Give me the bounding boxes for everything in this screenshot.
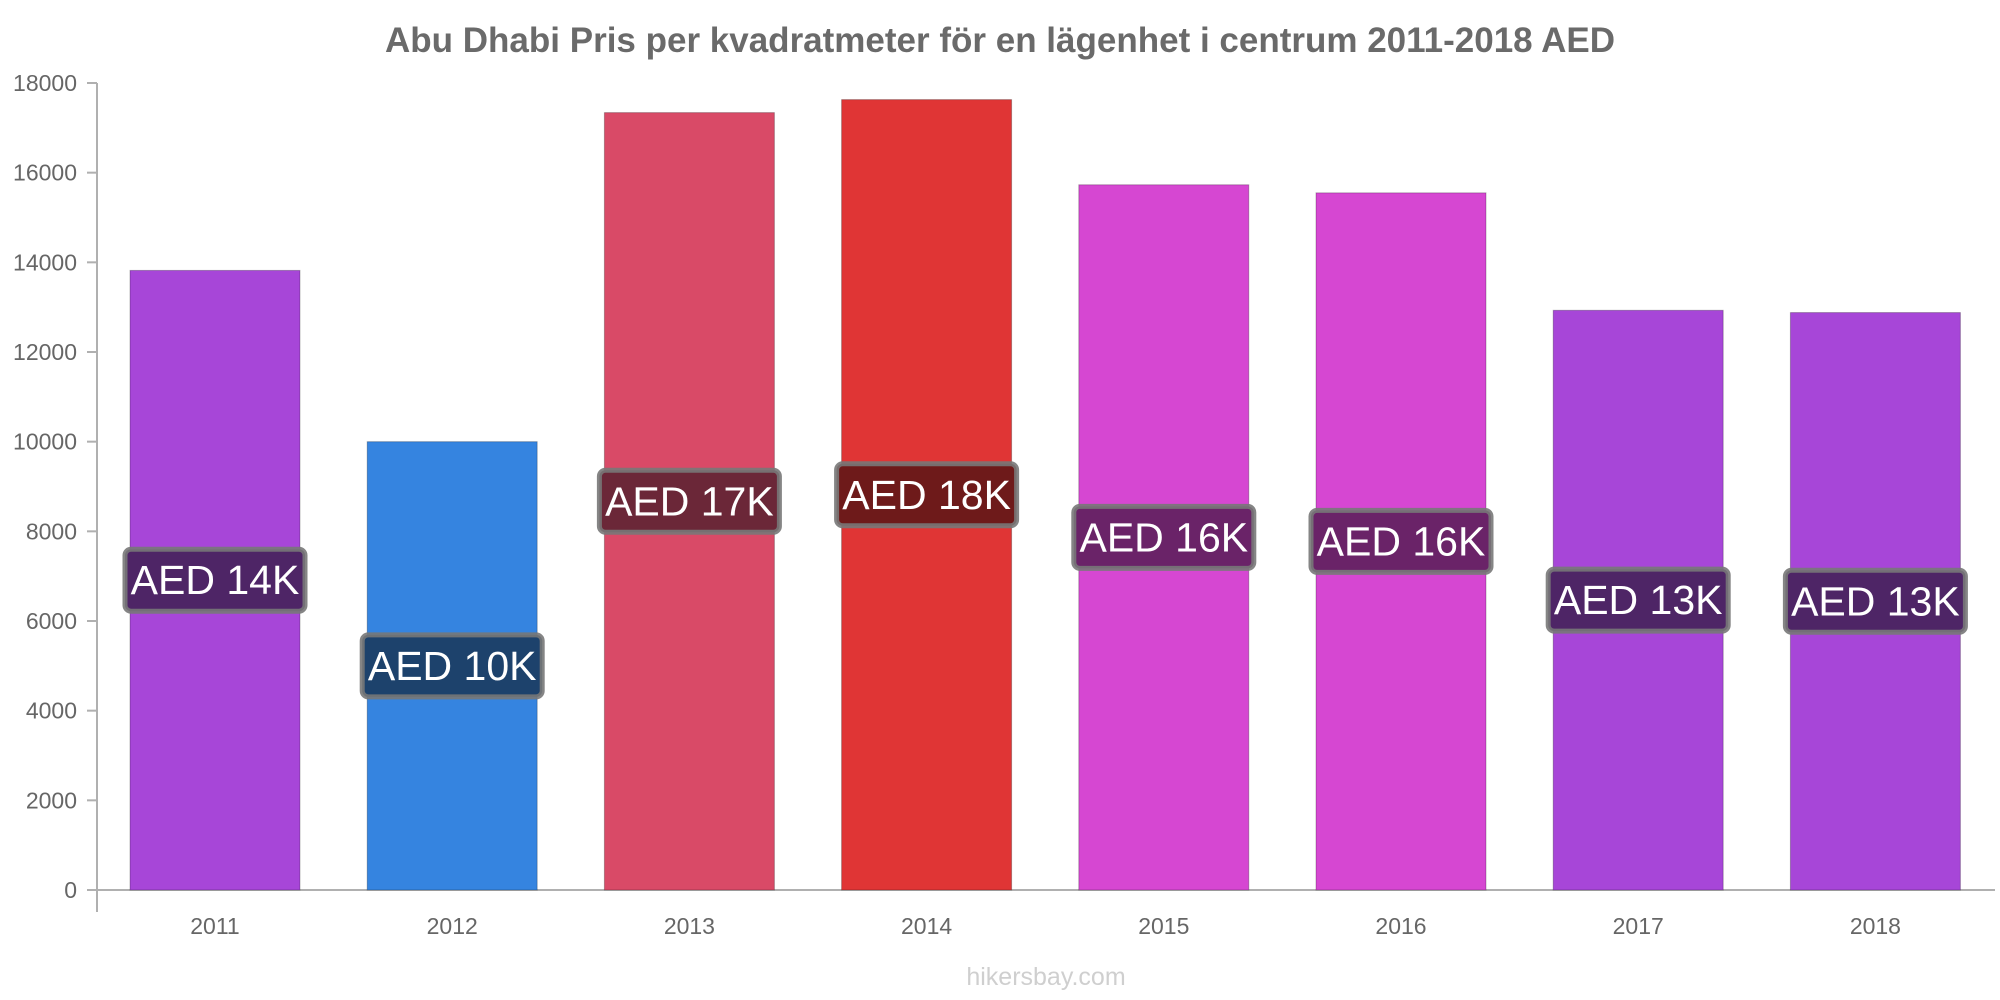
x-tick-label: 2012	[427, 913, 478, 939]
x-tick-label: 2015	[1138, 913, 1189, 939]
data-label: AED 16K	[1317, 518, 1486, 564]
y-tick-label: 16000	[13, 160, 77, 186]
y-tick-label: 10000	[13, 429, 77, 455]
data-label-box	[834, 461, 1020, 529]
y-tick-label: 14000	[13, 249, 77, 275]
data-label: AED 18K	[842, 472, 1011, 518]
x-tick-label: 2014	[901, 913, 952, 939]
data-label-box	[1545, 566, 1731, 634]
data-label-box	[596, 467, 782, 535]
data-label: AED 13K	[1554, 577, 1723, 623]
data-label: AED 16K	[1079, 514, 1248, 560]
data-labels-group: AED 14K AED 10K AED 17K AED 18K AED 16K AED 1…	[122, 461, 1968, 700]
data-label: AED 10K	[368, 643, 537, 689]
chart-title: Abu Dhabi Pris per kvadratmeter för en l…	[385, 21, 1615, 60]
x-tick-label: 2018	[1850, 913, 1901, 939]
y-tick-label: 0	[64, 877, 77, 903]
data-label: AED 13K	[1791, 578, 1960, 624]
y-axis: 0 2000 4000 6000 8000 10000 12000 14000 16000 180…	[13, 70, 98, 912]
y-tick-label: 4000	[26, 698, 77, 724]
x-tick-label: 2013	[664, 913, 715, 939]
x-tick-label: 2011	[190, 913, 239, 939]
data-label-box	[1308, 507, 1494, 575]
data-label: AED 17K	[605, 478, 774, 524]
data-label-box	[1782, 567, 1968, 635]
data-label: AED 14K	[131, 557, 300, 603]
data-label-box	[359, 632, 545, 700]
y-tick-label: 6000	[26, 608, 77, 634]
data-label-box	[1071, 503, 1257, 571]
y-tick-label: 18000	[13, 70, 77, 96]
y-tick-label: 2000	[26, 787, 77, 813]
data-label-box	[122, 546, 308, 614]
x-axis: 2011 2012 2013 2014 2015 2016 2017 2018	[97, 889, 1995, 939]
x-tick-label: 2017	[1613, 913, 1664, 939]
y-tick-label: 12000	[13, 339, 77, 365]
x-tick-label: 2016	[1375, 913, 1426, 939]
bars-group	[129, 99, 1961, 891]
watermark-text: hikersbay.com	[966, 963, 1125, 991]
y-tick-label: 8000	[26, 518, 77, 544]
